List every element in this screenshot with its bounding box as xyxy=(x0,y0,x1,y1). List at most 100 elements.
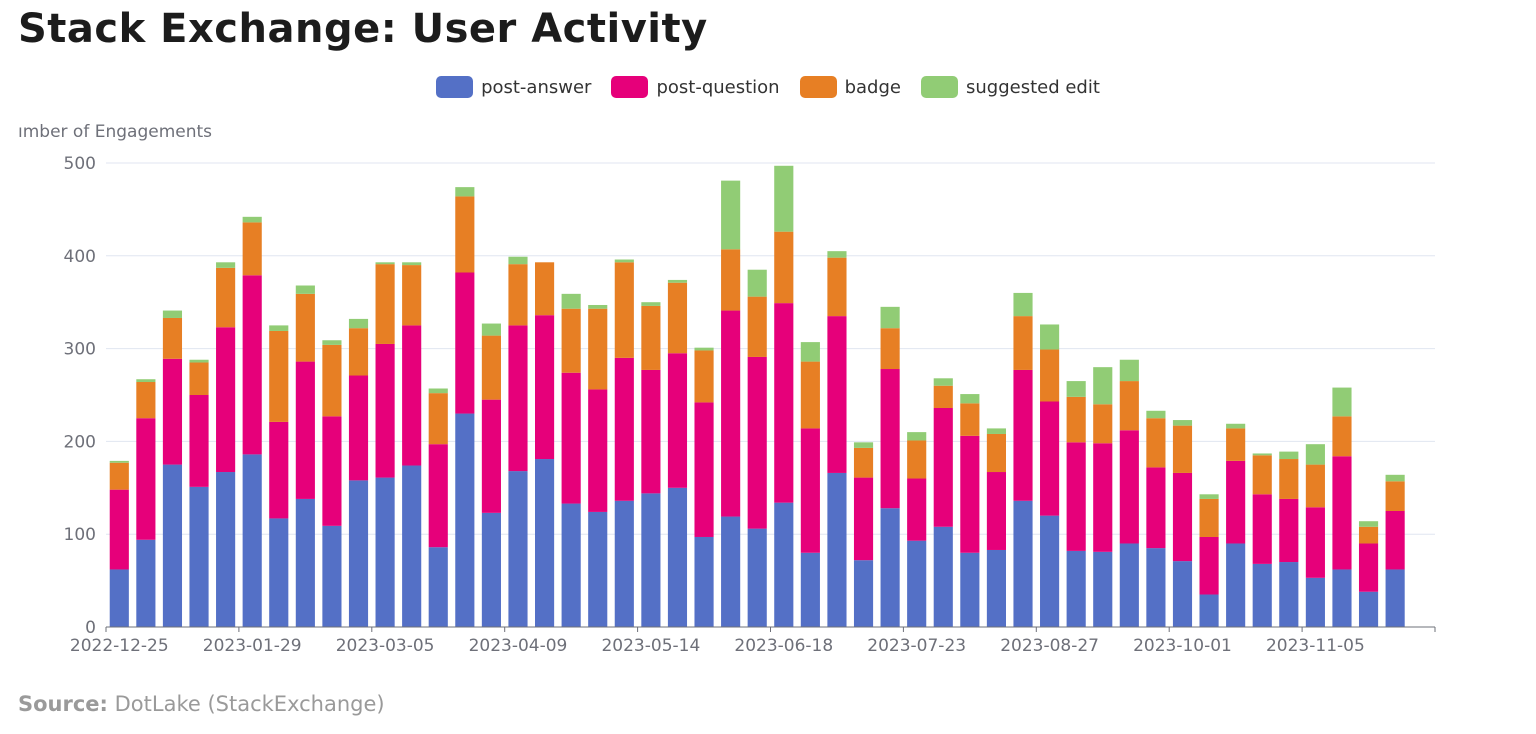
y-tick-label: 400 xyxy=(64,247,96,267)
bar-badge xyxy=(1332,416,1352,457)
bar-badge xyxy=(402,265,422,326)
bar-post-answer xyxy=(774,502,794,627)
bar-suggested-edit xyxy=(1146,410,1166,419)
bar-post-answer xyxy=(242,454,262,627)
bar-post-question xyxy=(1385,511,1405,570)
bar-suggested-edit xyxy=(1040,324,1060,350)
bar-post-question xyxy=(1013,369,1033,501)
bar-suggested-edit xyxy=(986,428,1006,434)
bar-post-answer xyxy=(348,480,369,627)
chart-title: Stack Exchange: User Activity xyxy=(18,6,708,52)
bar-suggested-edit xyxy=(348,318,369,329)
bar-badge xyxy=(1358,526,1379,544)
bar-post-answer xyxy=(694,536,714,627)
bar-post-question xyxy=(694,402,714,537)
legend-label-suggested-edit: suggested edit xyxy=(965,76,1100,98)
bar-post-question xyxy=(667,353,688,488)
bar-post-answer xyxy=(402,465,422,627)
bar-suggested-edit xyxy=(721,180,741,250)
bar-post-question xyxy=(269,421,289,519)
bar-badge xyxy=(189,362,209,395)
bar-post-answer xyxy=(853,560,874,627)
bar-post-answer xyxy=(986,549,1006,627)
bar-suggested-edit xyxy=(1332,387,1352,417)
bar-post-question xyxy=(295,361,315,499)
x-tick-label: 2023-08-27 xyxy=(1000,636,1099,656)
bar-post-question xyxy=(322,416,342,526)
bar-badge xyxy=(136,382,156,419)
bar-post-question xyxy=(561,372,581,504)
bar-badge xyxy=(960,403,980,436)
bar-post-question xyxy=(508,325,528,472)
bar-post-question xyxy=(1040,401,1060,516)
bar-badge xyxy=(986,433,1006,473)
bar-post-question xyxy=(428,444,448,548)
bar-badge xyxy=(721,249,741,311)
bar-post-answer xyxy=(535,459,555,627)
bar-post-question xyxy=(402,325,422,466)
bar-post-question xyxy=(136,418,156,540)
x-tick-label: 2023-10-01 xyxy=(1133,636,1232,656)
bar-badge xyxy=(481,335,501,400)
x-tick-label: 2023-07-23 xyxy=(867,636,966,656)
bar-suggested-edit xyxy=(694,347,714,351)
bar-badge xyxy=(375,264,395,344)
bar-post-answer xyxy=(1013,500,1033,627)
bar-badge xyxy=(455,196,475,273)
bar-post-answer xyxy=(1199,594,1219,627)
bar-suggested-edit xyxy=(295,285,315,294)
x-tick-label: 2023-04-09 xyxy=(469,636,568,656)
legend-item-badge[interactable]: badge xyxy=(799,76,901,98)
bar-badge xyxy=(561,308,581,373)
bar-post-question xyxy=(189,395,209,487)
bar-post-question xyxy=(907,478,927,541)
bar-post-answer xyxy=(1279,562,1299,627)
bar-post-question xyxy=(1305,507,1325,578)
bar-post-answer xyxy=(1093,551,1113,627)
bar-post-question xyxy=(614,357,634,501)
bar-badge xyxy=(216,267,236,328)
bar-post-question xyxy=(242,275,262,455)
bar-post-question xyxy=(960,435,980,553)
y-tick-label: 0 xyxy=(85,618,96,638)
bar-suggested-edit xyxy=(1119,359,1139,382)
bar-suggested-edit xyxy=(1252,453,1272,456)
bar-suggested-edit xyxy=(375,262,395,265)
bar-badge xyxy=(269,330,289,422)
bar-post-question xyxy=(1252,494,1272,564)
bar-post-question xyxy=(933,407,953,527)
bar-suggested-edit xyxy=(933,378,953,386)
bars-group xyxy=(109,165,1405,627)
bar-suggested-edit xyxy=(641,302,661,306)
bar-post-answer xyxy=(1146,548,1166,627)
bar-suggested-edit xyxy=(136,379,156,383)
bar-suggested-edit xyxy=(614,259,634,263)
bar-suggested-edit xyxy=(880,306,900,329)
bar-badge xyxy=(774,231,794,304)
legend-item-post-answer[interactable]: post-answer xyxy=(436,76,591,98)
legend-item-post-question[interactable]: post-question xyxy=(611,76,780,98)
bar-post-answer xyxy=(907,540,927,627)
bar-badge xyxy=(295,293,315,362)
bar-post-question xyxy=(1332,456,1352,570)
bar-post-question xyxy=(348,375,369,481)
bar-post-question xyxy=(216,327,236,473)
bar-post-answer xyxy=(588,511,608,627)
stacked-bar-chart: 0 100 200 300 400 500 ımber of Engagements 2022… xyxy=(18,122,1436,656)
bar-badge xyxy=(1119,381,1139,431)
bar-post-question xyxy=(588,389,608,512)
bar-suggested-edit xyxy=(800,342,820,362)
bar-badge xyxy=(614,262,634,358)
bar-suggested-edit xyxy=(402,262,422,266)
legend-item-suggested-edit[interactable]: suggested edit xyxy=(920,76,1100,98)
source-note: Source: DotLake (StackExchange) xyxy=(18,692,385,716)
bar-badge xyxy=(827,257,847,317)
bar-post-question xyxy=(1226,460,1246,544)
bar-post-question xyxy=(800,428,820,553)
bar-badge xyxy=(1093,404,1113,444)
bar-post-answer xyxy=(960,552,980,627)
x-tick-label: 2023-01-29 xyxy=(203,636,302,656)
source-label: Source: xyxy=(18,692,108,716)
bar-suggested-edit xyxy=(242,216,262,223)
bar-post-answer xyxy=(1385,569,1405,627)
